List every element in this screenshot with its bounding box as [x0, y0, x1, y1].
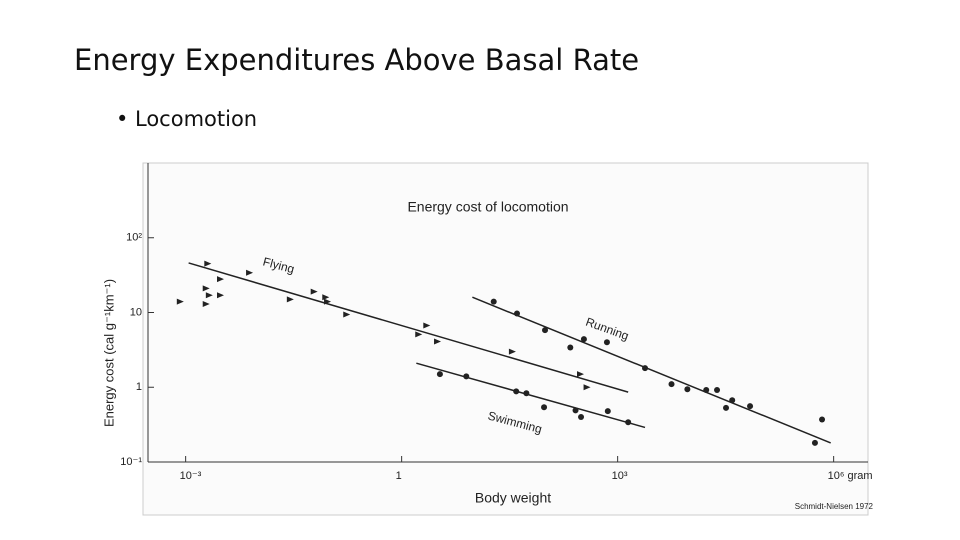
bullet-text: Locomotion — [135, 107, 257, 131]
point — [176, 298, 184, 305]
point — [202, 300, 210, 307]
point — [577, 371, 584, 378]
point — [703, 386, 710, 393]
point — [572, 407, 579, 414]
point — [463, 373, 470, 380]
point — [204, 260, 212, 267]
x-tick-label: 1 — [396, 470, 402, 482]
point — [513, 388, 520, 395]
point — [436, 371, 443, 378]
x-tick-label: 10³ — [612, 470, 628, 482]
point — [714, 386, 721, 393]
point — [729, 397, 736, 404]
point — [578, 413, 585, 420]
point — [811, 439, 818, 446]
chart-title: Energy cost of locomotion — [407, 199, 568, 215]
chart-image — [142, 162, 869, 516]
point — [580, 336, 587, 343]
point — [508, 348, 516, 355]
point — [542, 327, 549, 334]
trend-line — [472, 296, 831, 444]
point — [415, 331, 423, 338]
point — [217, 292, 224, 299]
point — [324, 298, 332, 305]
point — [513, 310, 520, 317]
point — [604, 408, 611, 415]
y-axis-label: Energy cost (cal g⁻¹km⁻¹) — [101, 279, 116, 427]
point — [625, 419, 632, 426]
x-tick-label: 10⁻³ — [180, 470, 202, 482]
point — [202, 285, 210, 292]
source: Schmidt-Nielsen 1972 — [795, 502, 874, 511]
trend-line — [188, 262, 629, 393]
point — [642, 365, 649, 372]
point — [217, 276, 224, 283]
point — [286, 296, 294, 303]
point — [567, 344, 574, 351]
point — [819, 416, 826, 423]
point — [668, 381, 675, 388]
bullet-dot: • — [116, 107, 128, 131]
point — [205, 292, 213, 299]
point — [603, 339, 610, 346]
point — [490, 298, 497, 305]
y-tick-label: 10² — [126, 232, 142, 244]
point — [343, 311, 351, 318]
point — [310, 288, 318, 295]
trend-line — [416, 362, 646, 429]
point — [541, 404, 548, 411]
point — [423, 322, 431, 329]
y-tick-label: 10⁻¹ — [120, 456, 142, 468]
y-tick-label: 1 — [136, 381, 142, 393]
point — [583, 384, 591, 391]
x-tick-label: 10⁶ gram — [828, 470, 873, 482]
point — [434, 338, 442, 345]
point — [523, 390, 530, 397]
point — [684, 386, 691, 393]
point — [747, 403, 754, 410]
slide-title: Energy Expenditures Above Basal Rate — [74, 43, 639, 77]
y-tick-label: 10 — [130, 306, 142, 318]
point — [246, 269, 254, 276]
x-axis-label: Body weight — [475, 490, 551, 506]
point — [723, 404, 730, 411]
